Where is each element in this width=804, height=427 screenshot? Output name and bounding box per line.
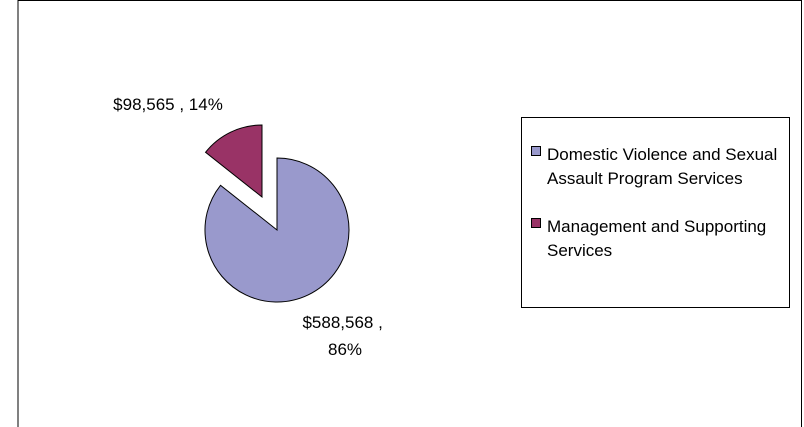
pie-slice [204, 157, 350, 303]
legend-swatch [531, 218, 541, 228]
legend-label: Domestic Violence and Sexual Assault Pro… [547, 145, 782, 188]
data-label: $588,568 , 86% [302, 313, 387, 359]
legend-label: Management and Supporting Services [547, 217, 771, 260]
legend-box [521, 117, 790, 308]
legend-swatch [531, 146, 541, 156]
data-label: $98,565 , 14% [113, 95, 223, 114]
pie-slice [204, 124, 263, 199]
chart-frame [17, 0, 802, 427]
